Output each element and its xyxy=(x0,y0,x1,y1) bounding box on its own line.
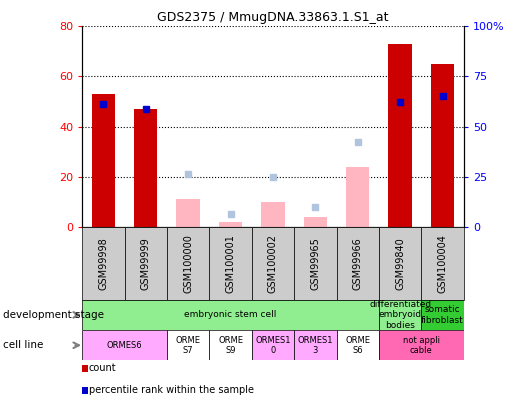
Text: ORMES1
0: ORMES1 0 xyxy=(255,336,290,355)
Text: GSM100001: GSM100001 xyxy=(226,234,235,293)
Text: somatic
fibroblast: somatic fibroblast xyxy=(421,305,464,324)
Bar xyxy=(388,44,412,227)
Title: GDS2375 / MmugDNA.33863.1.S1_at: GDS2375 / MmugDNA.33863.1.S1_at xyxy=(157,11,388,24)
FancyBboxPatch shape xyxy=(82,330,167,360)
Text: GSM99840: GSM99840 xyxy=(395,237,405,290)
Text: embryonic stem cell: embryonic stem cell xyxy=(184,310,277,320)
Text: percentile rank within the sample: percentile rank within the sample xyxy=(89,386,254,395)
Bar xyxy=(346,167,369,227)
Bar xyxy=(134,109,157,227)
FancyBboxPatch shape xyxy=(209,330,252,360)
FancyBboxPatch shape xyxy=(379,300,421,330)
Bar xyxy=(431,64,454,227)
FancyBboxPatch shape xyxy=(379,227,421,300)
FancyBboxPatch shape xyxy=(294,227,337,300)
Bar xyxy=(219,222,242,227)
FancyBboxPatch shape xyxy=(125,227,167,300)
Text: GSM100000: GSM100000 xyxy=(183,234,193,293)
Text: GSM99998: GSM99998 xyxy=(99,237,108,290)
FancyBboxPatch shape xyxy=(252,330,294,360)
Bar xyxy=(92,94,115,227)
Text: GSM99999: GSM99999 xyxy=(141,237,151,290)
Text: count: count xyxy=(89,363,117,373)
FancyBboxPatch shape xyxy=(379,330,464,360)
FancyBboxPatch shape xyxy=(209,227,252,300)
FancyBboxPatch shape xyxy=(167,227,209,300)
FancyBboxPatch shape xyxy=(337,227,379,300)
Text: ORME
S9: ORME S9 xyxy=(218,336,243,355)
Bar xyxy=(261,202,285,227)
Text: not appli
cable: not appli cable xyxy=(403,336,440,355)
Text: ORMES6: ORMES6 xyxy=(107,341,143,350)
FancyBboxPatch shape xyxy=(252,227,294,300)
FancyBboxPatch shape xyxy=(294,330,337,360)
FancyBboxPatch shape xyxy=(167,330,209,360)
Text: differentiated
embryoid
bodies: differentiated embryoid bodies xyxy=(369,300,431,330)
Text: ORME
S6: ORME S6 xyxy=(345,336,370,355)
Text: GSM99966: GSM99966 xyxy=(353,237,363,290)
Text: GSM100004: GSM100004 xyxy=(438,234,447,293)
Text: GSM99965: GSM99965 xyxy=(311,237,320,290)
FancyBboxPatch shape xyxy=(421,227,464,300)
Text: ORME
S7: ORME S7 xyxy=(175,336,201,355)
Text: cell line: cell line xyxy=(3,340,43,350)
Bar xyxy=(304,217,327,227)
Bar xyxy=(176,199,200,227)
Text: ORMES1
3: ORMES1 3 xyxy=(298,336,333,355)
FancyBboxPatch shape xyxy=(82,227,125,300)
FancyBboxPatch shape xyxy=(421,300,464,330)
Text: GSM100002: GSM100002 xyxy=(268,234,278,293)
Text: development stage: development stage xyxy=(3,310,104,320)
FancyBboxPatch shape xyxy=(82,300,379,330)
FancyBboxPatch shape xyxy=(337,330,379,360)
